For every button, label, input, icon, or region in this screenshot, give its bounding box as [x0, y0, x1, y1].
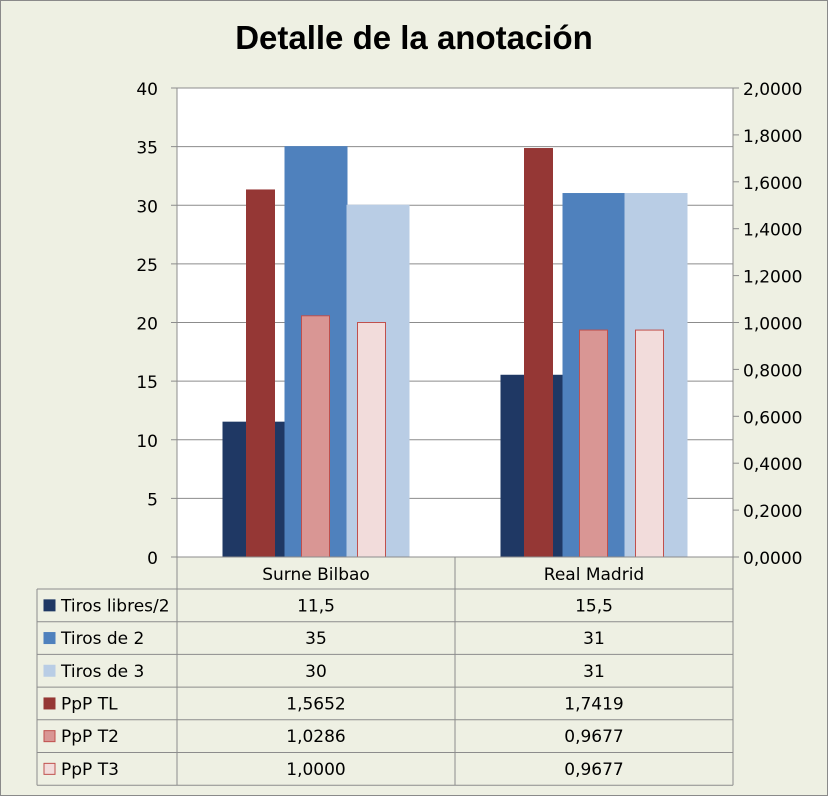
- right-tick-label: 0,2000: [743, 502, 802, 522]
- right-tick-label: 0,8000: [743, 361, 802, 381]
- category-label: Real Madrid: [544, 565, 644, 585]
- data-label: 0,9677: [564, 760, 623, 780]
- legend-key-ppp-t2: [43, 730, 56, 743]
- legend-entry: Tiros de 2: [60, 629, 144, 649]
- bar-ppp-t3-0: [357, 322, 386, 558]
- legend-key-tiros-de-2: [43, 632, 56, 645]
- bar-ppp-tl-1: [524, 148, 553, 558]
- legend-entry: Tiros de 3: [60, 662, 144, 682]
- left-tick-label: 35: [136, 139, 158, 159]
- bar-ppp-t2-0: [301, 315, 330, 558]
- data-label: 1,0286: [286, 727, 345, 747]
- category-label: Surne Bilbao: [262, 565, 370, 585]
- data-label: 15,5: [575, 596, 613, 616]
- chart-title: Detalle de la anotación: [235, 19, 593, 56]
- bar-ppp-t2-1: [579, 329, 608, 558]
- legend-entry: Tiros libres/2: [60, 596, 170, 616]
- left-tick-label: 40: [136, 80, 158, 100]
- data-label: 0,9677: [564, 727, 623, 747]
- data-label: 31: [583, 629, 605, 649]
- data-label: 11,5: [297, 596, 335, 616]
- data-label: 1,5652: [286, 694, 345, 714]
- left-tick-label: 30: [136, 197, 158, 217]
- left-tick-label: 0: [147, 549, 158, 569]
- data-label: 35: [305, 629, 327, 649]
- legend-entry: PpP T3: [61, 760, 119, 780]
- data-label: 30: [305, 662, 327, 682]
- left-tick-label: 10: [136, 432, 158, 452]
- left-tick-label: 5: [147, 490, 158, 510]
- right-tick-label: 0,4000: [743, 455, 802, 475]
- right-tick-label: 1,4000: [743, 221, 802, 241]
- right-tick-label: 0,6000: [743, 408, 802, 428]
- right-tick-label: 2,0000: [743, 80, 802, 100]
- right-tick-label: 1,0000: [743, 315, 802, 335]
- left-tick-label: 15: [136, 373, 158, 393]
- bar-ppp-tl-0: [246, 189, 275, 558]
- right-tick-label: 0,0000: [743, 549, 802, 569]
- legend-entry: PpP T2: [61, 727, 119, 747]
- data-label: 31: [583, 662, 605, 682]
- right-tick-label: 1,2000: [743, 268, 802, 288]
- left-tick-label: 20: [136, 315, 158, 335]
- legend-entry: PpP TL: [61, 694, 118, 714]
- data-label: 1,0000: [286, 760, 345, 780]
- legend-key-ppp-tl: [43, 697, 56, 710]
- right-tick-label: 1,6000: [743, 174, 802, 194]
- legend-key-ppp-t3: [43, 762, 56, 775]
- right-tick-label: 1,8000: [743, 127, 802, 147]
- data-label: 1,7419: [564, 694, 623, 714]
- legend-key-tiros-libres-2: [43, 599, 56, 612]
- bar-ppp-t3-1: [635, 329, 664, 558]
- legend-key-tiros-de-3: [43, 664, 56, 677]
- left-tick-label: 25: [136, 256, 158, 276]
